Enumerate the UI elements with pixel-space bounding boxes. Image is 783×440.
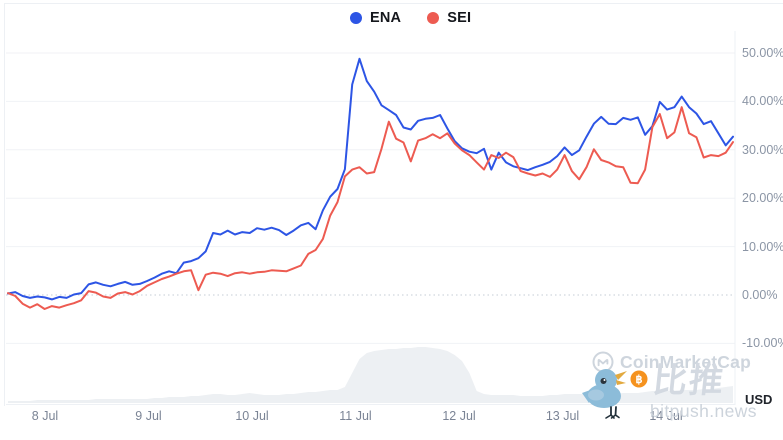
y-axis-label: 40.00%	[742, 94, 783, 109]
legend-item-sei[interactable]: SEI	[427, 10, 471, 26]
x-axis-label: 11 Jul	[339, 409, 372, 423]
series-line-ena	[7, 57, 734, 301]
y-axis-label: 20.00%	[742, 191, 783, 206]
bitpush-bird-icon: ฿	[582, 369, 648, 419]
sei-series-dot-icon	[427, 12, 440, 24]
bitpush-en-watermark: bitpush.news	[650, 401, 757, 421]
y-axis-label: -10.00%	[742, 336, 783, 351]
x-axis-label: 13 Jul	[545, 409, 580, 423]
legend-item-ena[interactable]: ENA	[350, 10, 401, 26]
ena-series-dot-icon	[350, 12, 362, 24]
y-axis-label: 50.00%	[742, 46, 783, 60]
x-axis-label: 10 Jul	[235, 409, 269, 423]
bitpush-cn-watermark: 比推	[651, 362, 727, 400]
coinmarketcap-watermark-text: CoinMarketCap	[620, 351, 751, 372]
y-axis-label: 30.00%	[742, 142, 783, 157]
x-axis-label: 8 Jul	[31, 409, 59, 423]
series-line-sei	[7, 106, 734, 310]
legend-label-ena: ENA	[370, 10, 402, 26]
y-axis-label: 10.00%	[742, 239, 783, 254]
coinmarketcap-watermark: CoinMarketCap	[592, 351, 751, 373]
x-axis-label: 9 Jul	[135, 409, 162, 423]
x-axis-label: 14 Jul	[649, 409, 683, 423]
y-axis-label: 0.00%	[742, 288, 778, 302]
chart-legend: ENA SEI	[350, 10, 471, 26]
legend-label-sei: SEI	[447, 10, 472, 26]
currency-unit-label: USD	[745, 392, 773, 407]
x-axis-label: 12 Jul	[442, 409, 476, 423]
bitcoin-symbol: ฿	[636, 374, 643, 386]
volume-area	[8, 347, 733, 403]
